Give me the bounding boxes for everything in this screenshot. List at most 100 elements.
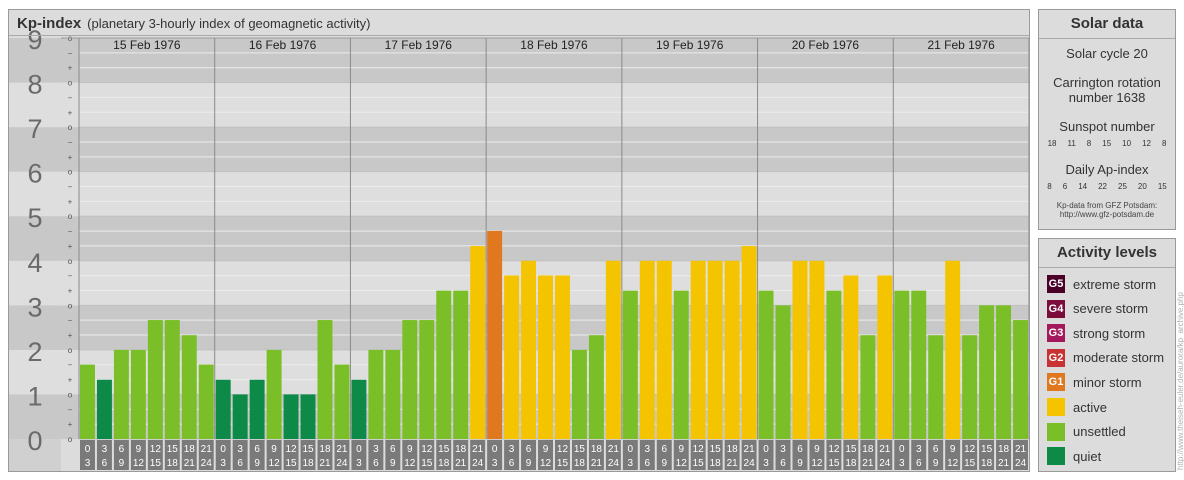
interval-start: 12: [693, 444, 705, 455]
interval-end: 24: [608, 458, 620, 469]
interval-start: 15: [845, 444, 857, 455]
kp-bar: [113, 349, 129, 439]
interval-box: [843, 440, 859, 470]
interval-start: 0: [763, 444, 769, 455]
kp-bar: [758, 290, 774, 439]
interval-end: 12: [811, 458, 823, 469]
level-swatch: G2: [1047, 348, 1065, 367]
interval-box: [673, 440, 689, 470]
interval-box: [300, 440, 316, 470]
interval-box: [453, 440, 469, 470]
interval-end: 6: [102, 458, 108, 469]
watermark: http://www.theiseh-euler.de/aurora/kp_ar…: [1176, 292, 1184, 470]
kp-bar: [945, 260, 961, 439]
interval-box: [809, 440, 825, 470]
solar-data-header: Solar data: [1039, 10, 1175, 39]
interval-end: 18: [710, 458, 722, 469]
interval-box: [1013, 440, 1028, 470]
interval-end: 15: [964, 458, 976, 469]
kp-bar: [147, 320, 163, 439]
kp-subtick: +: [68, 286, 73, 295]
source-link[interactable]: http://www.gfz-potsdam.de: [1059, 210, 1155, 219]
ap-label: Daily Ap-index: [1065, 162, 1149, 177]
kp-subtick: +: [68, 376, 73, 385]
interval-end: 15: [557, 458, 569, 469]
kp-bar: [605, 260, 621, 439]
interval-start: 12: [421, 444, 433, 455]
kp-bar: [775, 305, 791, 439]
interval-box: [690, 440, 706, 470]
level-swatch: G5: [1047, 275, 1065, 293]
kp-bar: [470, 246, 486, 439]
interval-start: 6: [661, 444, 667, 455]
kp-bar: [809, 260, 825, 439]
y-tick-label: 5: [27, 203, 42, 233]
kp-bar: [843, 275, 859, 439]
kp-subtick: −: [68, 405, 73, 414]
day-label: 18 Feb 1976: [520, 38, 588, 52]
y-tick-label: 4: [27, 248, 42, 278]
ap-value-5: 20: [1137, 182, 1147, 191]
kp-bar: [639, 260, 655, 439]
kp-band-5: [61, 171, 1029, 217]
interval-end: 24: [879, 458, 891, 469]
activity-level-minor-storm: G1 minor storm: [1047, 373, 1142, 392]
interval-start: 6: [933, 444, 939, 455]
interval-box: [741, 440, 757, 470]
interval-start: 12: [828, 444, 840, 455]
kp-bar: [962, 335, 978, 439]
level-label: strong storm: [1073, 325, 1146, 341]
interval-end: 24: [744, 458, 756, 469]
interval-box: [555, 440, 570, 470]
interval-start: 3: [780, 444, 786, 455]
kp-bar: [436, 290, 452, 439]
day-label: 19 Feb 1976: [656, 38, 724, 52]
interval-end: 15: [693, 458, 705, 469]
interval-end: 18: [302, 458, 314, 469]
interval-end: 3: [763, 458, 769, 469]
interval-start: 15: [438, 444, 450, 455]
source-line1: Kp-data from GFZ Potsdam:: [1056, 201, 1158, 210]
ap-value-4: 25: [1118, 182, 1127, 191]
level-swatch: [1047, 447, 1065, 466]
interval-end: 9: [797, 458, 803, 469]
day-label: 20 Feb 1976: [792, 38, 860, 52]
kp-bar: [741, 246, 757, 439]
kp-bar: [164, 320, 180, 439]
interval-end: 12: [676, 458, 688, 469]
kp-bar: [724, 260, 740, 439]
interval-start: 15: [574, 444, 586, 455]
kp-bar: [402, 320, 418, 439]
interval-start: 12: [150, 444, 162, 455]
kp-chart: 0123456789o+o−+o−+o−+o−+o−+o−+o−+o−+o−15…: [9, 25, 1029, 471]
interval-end: 18: [167, 458, 179, 469]
interval-start: 6: [119, 444, 125, 455]
sunspot-label: Sunspot number: [1059, 119, 1155, 134]
kp-bar: [622, 290, 638, 439]
kp-bar: [996, 305, 1012, 439]
kp-bar: [368, 349, 384, 439]
y-tick-label: 0: [27, 426, 42, 456]
kp-band-7: [61, 82, 1029, 128]
kp-subtick: +: [68, 331, 73, 340]
kp-subtick: o: [68, 212, 73, 221]
kp-bar: [911, 290, 927, 439]
interval-end: 21: [998, 458, 1010, 469]
level-label: unsettled: [1073, 424, 1126, 440]
interval-start: 3: [509, 444, 515, 455]
interval-end: 18: [438, 458, 450, 469]
interval-box: [368, 440, 384, 470]
interval-start: 12: [285, 444, 297, 455]
interval-box: [656, 440, 672, 470]
interval-box: [521, 440, 537, 470]
interval-box: [605, 440, 621, 470]
y-tick-label: 6: [27, 159, 42, 189]
interval-box: [80, 440, 95, 470]
interval-start: 15: [710, 444, 722, 455]
kp-subtick: o: [68, 168, 73, 177]
kp-bar: [860, 335, 876, 439]
ap-value-6: 15: [1157, 182, 1167, 191]
interval-start: 18: [591, 444, 603, 455]
chart-subtitle: (planetary 3-hourly index of geomagnetic…: [87, 16, 371, 31]
kp-subtick: o: [68, 79, 73, 88]
